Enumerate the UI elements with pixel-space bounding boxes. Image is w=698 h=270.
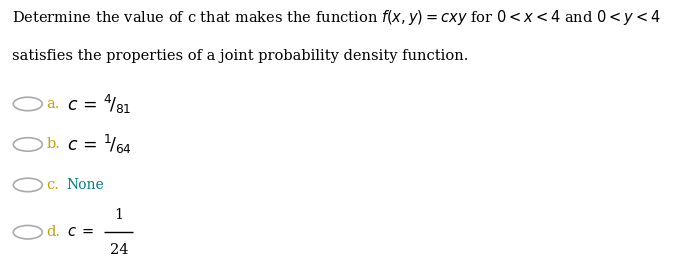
Text: a.: a. xyxy=(46,97,60,111)
Text: $c\; =$: $c\; =$ xyxy=(66,225,94,239)
Text: 24: 24 xyxy=(110,243,128,257)
Text: satisfies the properties of a joint probability density function.: satisfies the properties of a joint prob… xyxy=(12,49,468,63)
Text: b.: b. xyxy=(46,137,60,151)
Text: $c\, =\, \mathit{^{1}\!/_{64}}$: $c\, =\, \mathit{^{1}\!/_{64}}$ xyxy=(66,133,131,156)
Text: Determine the value of c that makes the function $f(x, y) = cxy$ for $0 < x < 4$: Determine the value of c that makes the … xyxy=(12,8,660,27)
Text: None: None xyxy=(66,178,105,192)
Text: 1: 1 xyxy=(114,208,124,222)
Text: c.: c. xyxy=(46,178,59,192)
Text: d.: d. xyxy=(46,225,60,239)
Text: $c\, =\, \mathit{^{4}\!/_{81}}$: $c\, =\, \mathit{^{4}\!/_{81}}$ xyxy=(66,92,131,116)
